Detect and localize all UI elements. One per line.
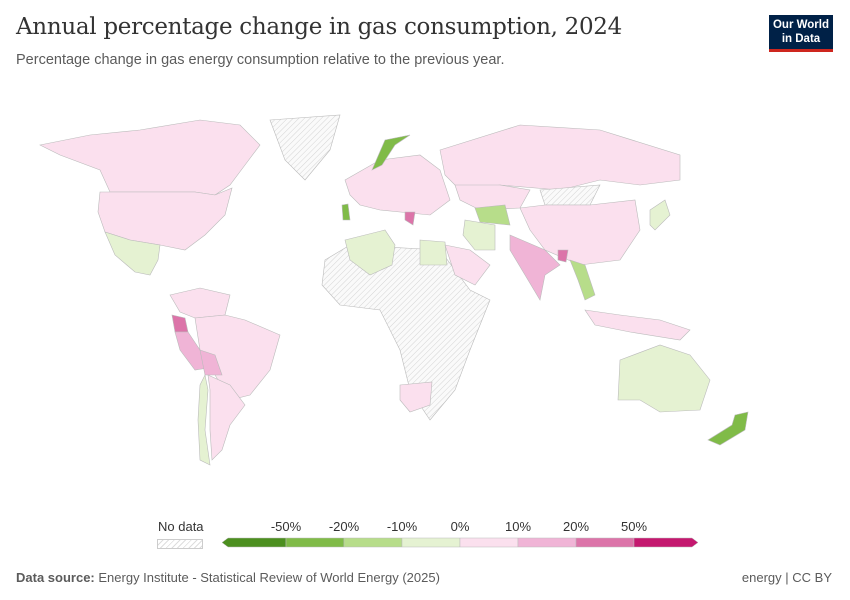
legend-bin [633,537,699,548]
country-colombia-venezuela[interactable] [169,287,231,319]
country-europe[interactable] [344,154,451,216]
country-south-africa[interactable] [399,381,433,413]
legend-tick-label: 50% [621,519,647,534]
country-portugal[interactable] [341,203,351,221]
legend-tick-label: 10% [505,519,531,534]
country-uzbekistan-turkmenistan[interactable] [474,204,511,226]
country-indonesia-malaysia[interactable] [584,309,691,341]
data-source: Data source: Energy Institute - Statisti… [16,570,440,585]
country-saudi-arabia[interactable] [444,244,491,286]
owid-logo[interactable]: Our World in Data [769,15,833,52]
logo-line1: Our World [772,19,829,31]
legend-tick-label: -10% [387,519,418,534]
country-greece[interactable] [404,211,416,226]
legend-no-data-swatch [157,539,203,549]
chart-subtitle: Percentage change in gas energy consumpt… [16,52,505,68]
country-argentina[interactable] [207,374,246,461]
country-china[interactable] [519,199,641,266]
country-india[interactable] [509,234,561,301]
country-iran[interactable] [462,219,496,251]
legend-bin [517,537,577,548]
country-egypt[interactable] [419,239,448,266]
country-mexico[interactable] [104,231,161,276]
country-norway[interactable] [371,134,411,171]
country-new-zealand[interactable] [707,411,749,446]
country-vietnam-thailand[interactable] [569,259,596,301]
world-map[interactable] [0,100,850,500]
legend-tick-label: -20% [329,519,360,534]
country-ecuador[interactable] [171,314,189,333]
footer-license[interactable]: energy | CC BY [741,570,832,585]
logo-line2: in Data [781,33,821,45]
color-legend: -50% -20% -10% 0% 10% 20% 50% [221,519,699,548]
legend-tick-label: 20% [563,519,589,534]
country-russia[interactable] [439,124,681,191]
legend-bin [343,537,403,548]
country-canada[interactable] [39,119,261,196]
country-bolivia[interactable] [199,349,223,376]
country-bangladesh[interactable] [557,249,569,263]
source-label: Data source: [16,570,95,585]
legend-bin [401,537,461,548]
legend-tick-label: -50% [271,519,302,534]
legend-bin [221,537,287,548]
country-australia[interactable] [617,344,711,413]
country-algeria[interactable] [344,229,396,276]
legend-no-data-label: No data [158,519,204,534]
legend-bin [285,537,345,548]
country-united-states[interactable] [97,187,233,251]
chart-title: Annual percentage change in gas consumpt… [16,14,622,40]
source-link[interactable]: Energy Institute - Statistical Review of… [98,570,440,585]
legend-bin [459,537,519,548]
legend-tick-label: 0% [451,519,470,534]
legend-bin [575,537,635,548]
country-greenland[interactable] [269,114,341,181]
country-japan[interactable] [649,199,671,231]
country-chile[interactable] [197,374,211,466]
